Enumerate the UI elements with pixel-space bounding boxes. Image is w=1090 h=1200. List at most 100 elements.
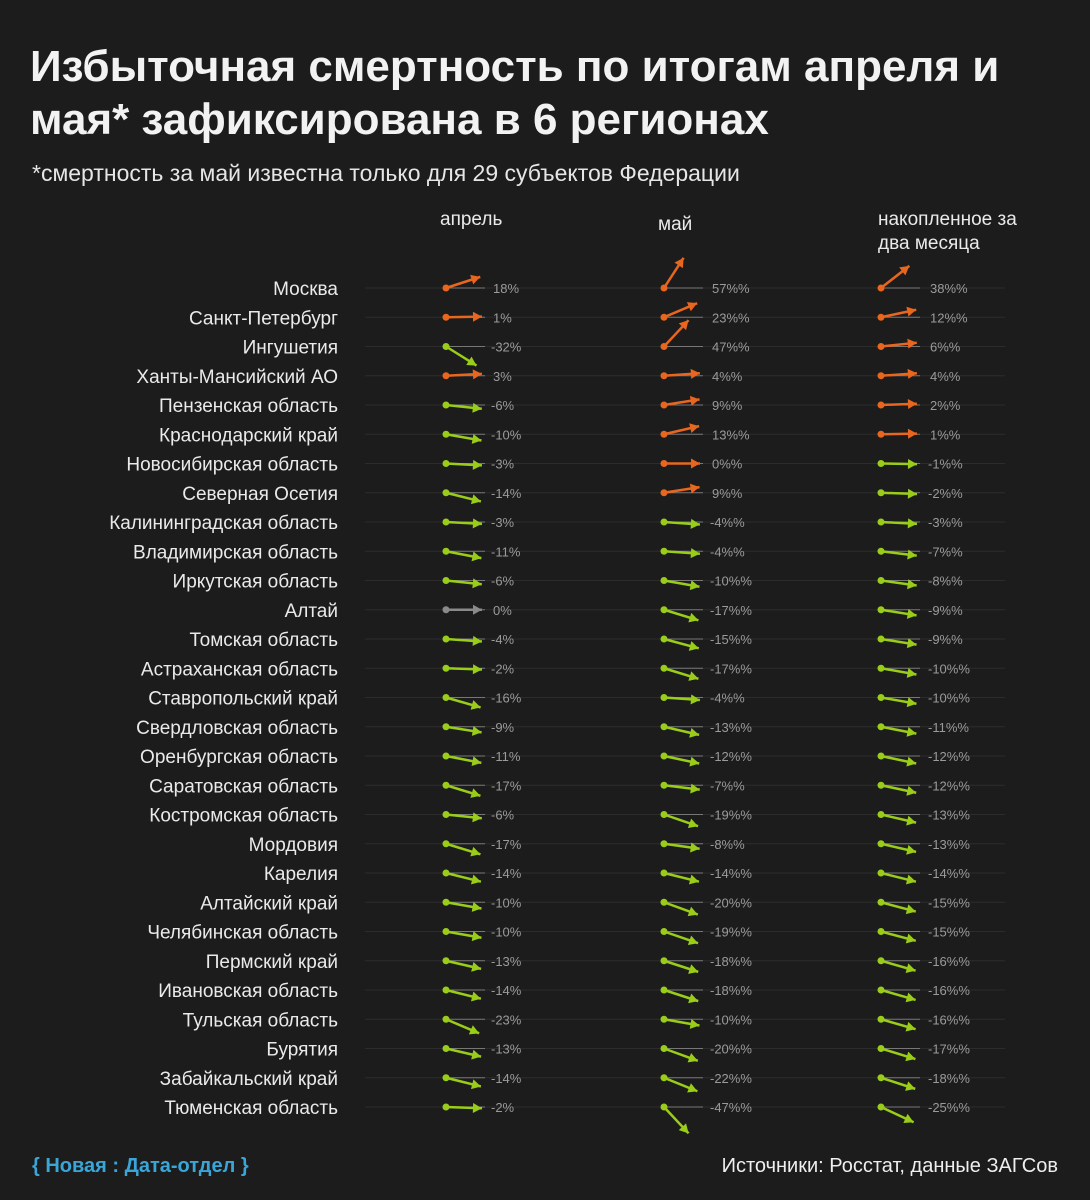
arrow-origin-dot (877, 430, 885, 438)
arrow-head (687, 935, 699, 946)
arrow-head (470, 494, 481, 505)
value-label: 3% (493, 369, 512, 384)
arrow-mark (877, 264, 911, 292)
value-label: -14%% (928, 866, 970, 881)
arrow-origin-dot (660, 811, 668, 818)
arrow-mark (442, 723, 482, 736)
arrow-origin-dot (442, 430, 450, 438)
arrow-mark (660, 1045, 699, 1063)
arrow-origin-dot (877, 811, 885, 818)
region-label: Тульская область (183, 1010, 338, 1031)
arrow-head (905, 992, 916, 1003)
arrow-head (678, 320, 689, 331)
region-label: Алтай (285, 601, 338, 622)
arrow-origin-dot (877, 606, 885, 614)
value-label: 9%% (712, 486, 743, 501)
arrow-origin-dot (442, 957, 450, 965)
value-label: -17% (491, 837, 522, 852)
arrow-mark (660, 635, 700, 651)
arrow-head (689, 756, 700, 767)
arrow-origin-dot (442, 723, 450, 731)
arrow-mark (877, 458, 918, 469)
arrow-head (905, 874, 916, 885)
region-label: Томская область (190, 630, 339, 651)
arrow-origin-dot (877, 986, 885, 994)
arrow-head (906, 785, 917, 796)
arrow-mark (660, 518, 700, 529)
arrow-mark (442, 986, 482, 1002)
arrow-origin-dot (660, 752, 668, 760)
value-label: -10%% (928, 691, 970, 706)
arrow-head (907, 549, 917, 560)
arrow-origin-dot (442, 635, 450, 643)
arrow-mark (877, 338, 917, 350)
arrow-head (472, 1102, 482, 1113)
value-label: -13%% (928, 808, 970, 823)
value-label: 6%% (930, 340, 961, 355)
arrow-origin-dot (877, 928, 885, 935)
value-label: -19%% (710, 808, 752, 823)
arrow-head (907, 399, 917, 410)
value-label: -2% (491, 1100, 515, 1115)
region-label: Владимирская область (133, 542, 338, 563)
value-label: -20%% (710, 1042, 752, 1057)
arrow-head (690, 783, 700, 794)
region-label: Алтайский край (200, 893, 338, 914)
arrow-origin-dot (442, 489, 450, 497)
value-label: -11% (491, 749, 521, 764)
arrow-origin-dot (442, 460, 450, 467)
arrow-head (905, 904, 916, 915)
value-label: 23%% (712, 310, 750, 325)
arrow-head (678, 1123, 689, 1134)
arrow-origin-dot (442, 869, 450, 877)
arrow-mark (660, 840, 700, 853)
arrow-mark (442, 694, 481, 710)
arrow-origin-dot (877, 1074, 885, 1082)
value-label: -15%% (710, 632, 752, 647)
value-label: -6% (491, 398, 515, 413)
arrow-head (689, 727, 700, 738)
value-label: -20%% (710, 895, 752, 910)
column-header-april: апрель (440, 209, 503, 230)
arrow-origin-dot (660, 781, 668, 789)
arrow-origin-dot (877, 664, 885, 672)
arrow-origin-dot (442, 606, 450, 614)
region-label: Иркутская область (173, 572, 339, 593)
value-label: -8%% (928, 574, 963, 589)
value-label: -14%% (710, 866, 752, 881)
region-label: Забайкальский край (160, 1069, 338, 1090)
region-label: Саратовская область (149, 776, 338, 797)
arrow-mark (877, 606, 917, 619)
arrow-origin-dot (660, 460, 668, 467)
value-label: -16% (491, 691, 522, 706)
arrow-origin-dot (877, 1103, 885, 1111)
arrow-mark (877, 928, 917, 944)
arrow-head (687, 1083, 698, 1093)
arrow-head (472, 369, 482, 380)
arrow-head (471, 434, 482, 444)
value-label: -14% (491, 866, 522, 881)
arrow-mark (877, 518, 918, 529)
arrow-mark (442, 489, 482, 505)
arrow-origin-dot (877, 284, 885, 292)
region-label: Ингушетия (243, 338, 338, 359)
arrow-origin-dot (877, 752, 885, 760)
arrow-mark (877, 869, 917, 885)
region-label: Свердловская область (136, 718, 338, 739)
arrow-head (471, 726, 482, 736)
arrow-origin-dot (877, 869, 885, 877)
region-label: Ивановская область (158, 981, 338, 1002)
arrow-head (906, 668, 917, 678)
arrow-origin-dot (442, 781, 450, 789)
arrow-origin-dot (442, 1015, 450, 1023)
arrow-mark (877, 306, 917, 321)
arrow-mark (442, 343, 478, 367)
arrow-origin-dot (660, 986, 668, 994)
column-header-cumulative: накопленное за два месяца (878, 209, 1017, 254)
arrow-origin-dot (660, 898, 668, 906)
arrow-origin-dot (442, 1103, 450, 1111)
arrow-mark (877, 368, 917, 380)
arrow-mark (442, 274, 481, 292)
arrow-head (674, 257, 684, 269)
region-label: Краснодарский край (159, 425, 338, 446)
